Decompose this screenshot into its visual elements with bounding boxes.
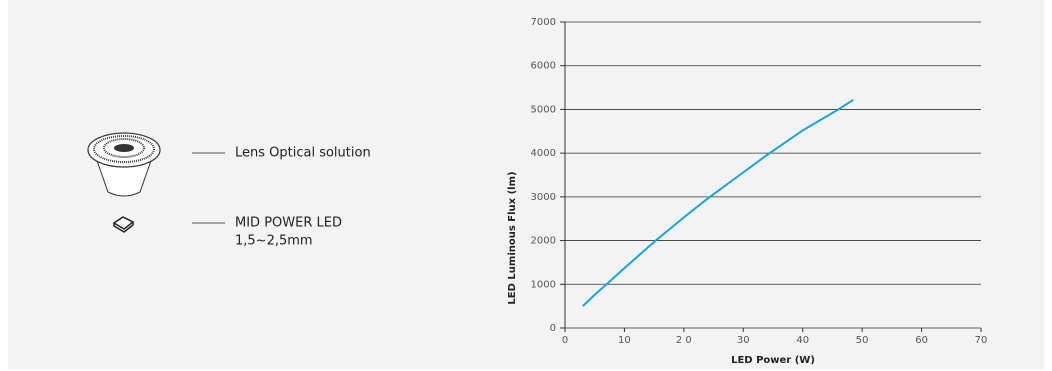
y-tick-label: 5000 — [531, 104, 556, 115]
callout-label: MID POWER LED — [235, 216, 342, 231]
x-axis-label: LED Power (W) — [731, 355, 815, 366]
lens-icon — [87, 132, 161, 197]
y-tick-label: 4000 — [531, 148, 556, 159]
callout-label: 1,5~2,5mm — [235, 234, 313, 249]
x-tick-label: 2 0 — [676, 335, 692, 346]
x-tick-label: 60 — [915, 335, 928, 346]
panel — [8, 0, 1044, 369]
led-icon — [112, 216, 135, 233]
x-tick-label: 70 — [975, 335, 988, 346]
data-line — [582, 98, 854, 307]
y-tick-label: 3000 — [531, 192, 556, 203]
y-tick-label: 2000 — [531, 236, 556, 247]
x-tick-label: 0 — [562, 335, 568, 346]
y-axis-label: LED Luminous Flux (lm) — [507, 171, 518, 304]
x-tick-label: 10 — [618, 335, 631, 346]
x-tick-label: 50 — [856, 335, 869, 346]
y-tick-label: 7000 — [531, 17, 556, 28]
y-tick-label: 0 — [550, 323, 556, 334]
x-tick-label: 30 — [737, 335, 750, 346]
callout-label: Lens Optical solution — [235, 146, 371, 161]
y-tick-label: 1000 — [531, 279, 556, 290]
x-tick-label: 40 — [796, 335, 809, 346]
y-tick-label: 6000 — [531, 61, 556, 72]
